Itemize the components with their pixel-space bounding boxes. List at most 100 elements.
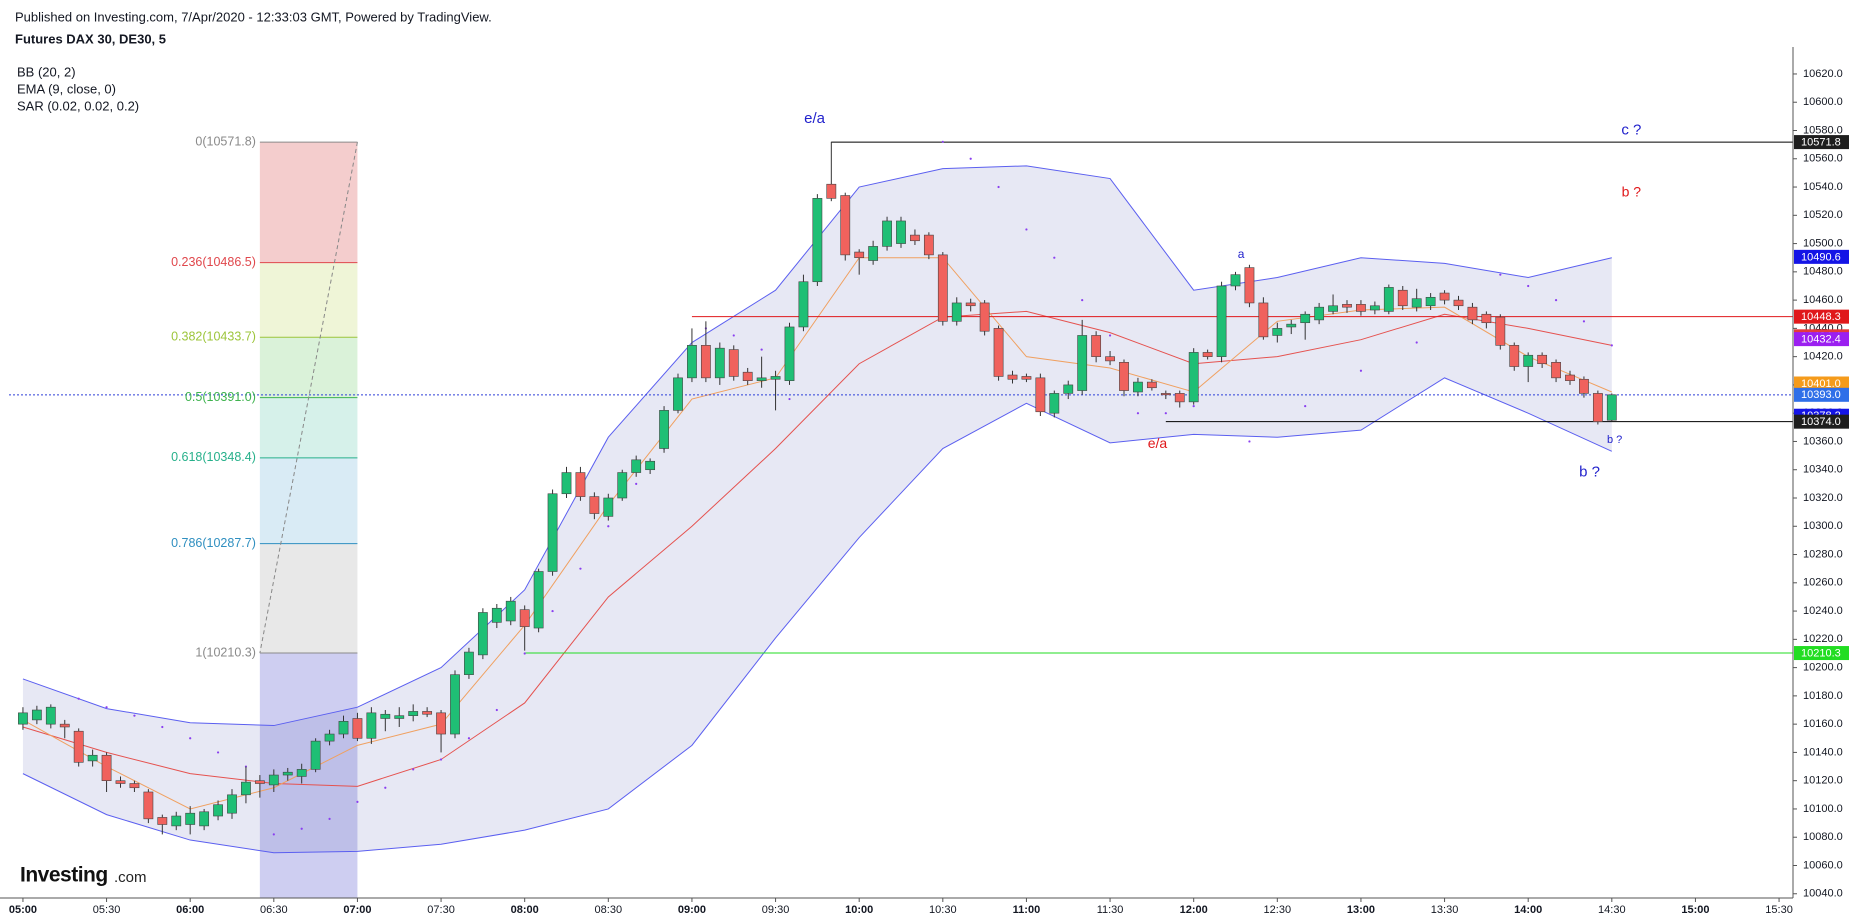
candle-body xyxy=(784,326,795,381)
price-tag xyxy=(1794,376,1849,391)
candle-body xyxy=(603,497,614,517)
y-tick-label: 10240.0 xyxy=(1803,605,1843,617)
x-tick-label: 11:00 xyxy=(1013,904,1041,916)
candle-body xyxy=(477,612,488,656)
candle-body xyxy=(464,651,474,675)
candle-body xyxy=(254,780,265,784)
indicator-label: EMA (9, close, 0) xyxy=(17,81,116,96)
price-tag xyxy=(1794,414,1849,429)
candle-body xyxy=(742,371,753,381)
candle-body xyxy=(826,183,837,199)
candle-body xyxy=(896,220,906,244)
y-tick-label: 10200.0 xyxy=(1803,662,1843,674)
x-tick-label: 14:30 xyxy=(1598,904,1626,916)
sar-dot xyxy=(105,706,108,709)
candle-body xyxy=(31,709,42,721)
candle-body xyxy=(854,251,865,259)
candle-body xyxy=(1230,274,1241,287)
sar-dot xyxy=(788,397,791,401)
y-tick-label: 10480.0 xyxy=(1803,266,1843,278)
x-tick-label: 06:00 xyxy=(176,904,204,916)
candle-body xyxy=(310,740,321,770)
indicator-label: BB (20, 2) xyxy=(17,64,76,79)
sar-dot xyxy=(1248,440,1251,443)
candle-body xyxy=(1481,313,1492,324)
candle-body xyxy=(87,754,98,762)
candle-body xyxy=(1272,328,1283,336)
candle-body xyxy=(436,712,446,735)
candle-body xyxy=(1133,381,1143,393)
x-tick-label: 08:00 xyxy=(511,904,539,916)
candle-body xyxy=(575,472,586,497)
indicator-label: SAR (0.02, 0.02, 0.2) xyxy=(17,98,139,113)
fib-label: 0.786(10287.7) xyxy=(171,536,256,550)
candle-body xyxy=(1035,377,1046,413)
y-tick-label: 10100.0 xyxy=(1803,803,1843,815)
sar-dot xyxy=(1025,228,1028,231)
candle-body xyxy=(1244,267,1255,304)
candle-body xyxy=(422,711,433,715)
sar-dot xyxy=(1192,405,1195,408)
x-tick-label: 09:00 xyxy=(678,904,706,916)
candle-body xyxy=(394,715,405,719)
candle-body xyxy=(1063,384,1074,394)
candle-body xyxy=(756,377,767,381)
candle-body xyxy=(951,302,962,322)
price-axis-bg xyxy=(1793,0,1853,922)
candle-body xyxy=(1439,292,1450,301)
sar-dot xyxy=(997,185,1000,189)
fib-zone xyxy=(259,457,358,544)
y-tick-label: 10320.0 xyxy=(1803,492,1843,504)
candle-body xyxy=(1258,302,1269,338)
sar-dot xyxy=(1527,284,1530,288)
candle-body xyxy=(366,712,377,739)
candle-body xyxy=(519,609,530,627)
fib-zone xyxy=(259,543,358,654)
candle-body xyxy=(1425,296,1436,307)
candle-body xyxy=(1537,354,1548,365)
x-tick-label: 10:30 xyxy=(929,904,957,916)
x-tick-label: 06:30 xyxy=(260,904,288,916)
y-tick-label: 10300.0 xyxy=(1803,520,1843,532)
candle-body xyxy=(338,721,349,735)
candle-body xyxy=(1049,393,1060,414)
sar-dot xyxy=(356,800,359,803)
price-tag xyxy=(1794,646,1849,661)
candle-body xyxy=(380,713,391,719)
candle-body xyxy=(1383,287,1394,312)
fib-label: 0(10571.8) xyxy=(195,134,255,148)
annotation: e/a xyxy=(804,110,826,127)
candle-body xyxy=(659,410,669,449)
y-tick-label: 10580.0 xyxy=(1803,124,1843,136)
fib-label: 0.236(10486.5) xyxy=(171,255,256,269)
x-tick-label: 11:30 xyxy=(1097,904,1124,916)
candle-body xyxy=(1509,345,1520,367)
candle-body xyxy=(1077,335,1088,391)
candle-body xyxy=(45,706,56,725)
x-tick-label: 15:30 xyxy=(1765,904,1793,916)
candle-body xyxy=(728,349,739,377)
sar-dot xyxy=(495,708,498,712)
sar-dot xyxy=(732,334,735,337)
candle-body xyxy=(213,804,223,817)
header: Published on Investing.com, 7/Apr/2020 -… xyxy=(15,9,492,24)
candle-body xyxy=(241,781,251,796)
sar-dot xyxy=(467,737,471,740)
sar-dot xyxy=(77,697,80,700)
sar-dot xyxy=(1304,405,1307,408)
candle-body xyxy=(1453,299,1464,307)
x-tick-label: 14:00 xyxy=(1514,904,1542,916)
fib-zone xyxy=(259,262,358,338)
candle-body xyxy=(129,783,140,789)
annotation: b ? xyxy=(1622,183,1642,199)
candle-body xyxy=(1356,304,1366,312)
x-tick-label: 13:00 xyxy=(1347,904,1375,916)
price-tag xyxy=(1794,249,1849,264)
y-tick-label: 10280.0 xyxy=(1803,548,1843,560)
sar-dot xyxy=(1164,412,1167,415)
candle-body xyxy=(937,254,948,322)
annotation: c ? xyxy=(1621,121,1641,138)
fib-zone xyxy=(259,397,358,458)
